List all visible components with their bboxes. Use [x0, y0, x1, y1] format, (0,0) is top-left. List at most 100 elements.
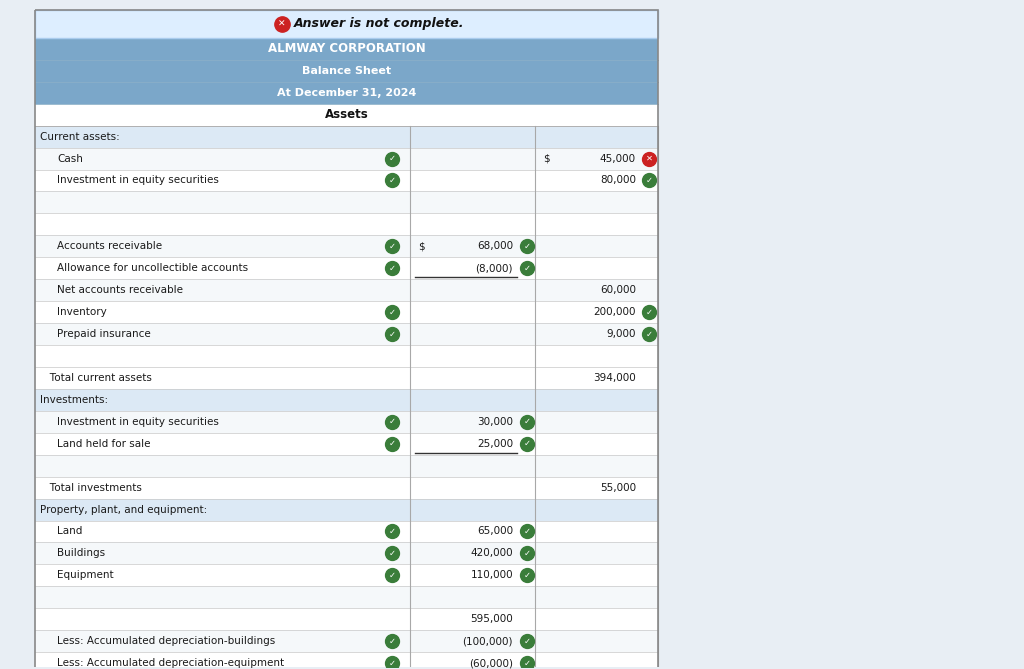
Text: ✓: ✓ [388, 549, 395, 558]
Text: ALMWAY CORPORATION: ALMWAY CORPORATION [267, 42, 425, 56]
Text: ✓: ✓ [523, 417, 530, 426]
Text: Inventory: Inventory [57, 307, 106, 317]
Text: 394,000: 394,000 [593, 373, 636, 383]
Text: 110,000: 110,000 [470, 571, 513, 580]
Bar [35, 301, 658, 323]
Text: ✓: ✓ [388, 658, 395, 668]
Text: ✓: ✓ [645, 308, 652, 316]
Text: Investments:: Investments: [40, 395, 109, 405]
Text: Assets: Assets [325, 108, 369, 121]
Text: ✓: ✓ [523, 242, 530, 251]
Text: 30,000: 30,000 [477, 417, 513, 427]
Text: Balance Sheet: Balance Sheet [302, 66, 391, 76]
Text: 68,000: 68,000 [477, 242, 513, 252]
Bar [35, 10, 658, 669]
Text: 80,000: 80,000 [600, 175, 636, 185]
Text: Allowance for uncollectible accounts: Allowance for uncollectible accounts [57, 263, 248, 273]
Text: $: $ [543, 154, 550, 163]
Text: Less: Accumulated depreciation-equipment: Less: Accumulated depreciation-equipment [57, 658, 284, 668]
Text: ✓: ✓ [388, 264, 395, 273]
Text: Prepaid insurance: Prepaid insurance [57, 329, 151, 339]
Text: ✓: ✓ [523, 549, 530, 558]
Text: ✓: ✓ [523, 264, 530, 273]
Text: ✓: ✓ [523, 440, 530, 448]
Text: ✓: ✓ [645, 176, 652, 185]
Bar [35, 38, 658, 60]
Text: ✓: ✓ [523, 571, 530, 580]
Text: Land: Land [57, 527, 82, 537]
Text: ✓: ✓ [523, 637, 530, 646]
Bar [35, 169, 658, 191]
Bar [35, 520, 658, 543]
Text: Buildings: Buildings [57, 549, 105, 559]
Bar [35, 411, 658, 433]
Bar [35, 652, 658, 669]
Bar [35, 433, 658, 455]
Text: ✓: ✓ [388, 176, 395, 185]
Text: Net accounts receivable: Net accounts receivable [57, 285, 183, 295]
Text: (60,000): (60,000) [469, 658, 513, 668]
Bar [35, 104, 658, 126]
Text: 25,000: 25,000 [477, 439, 513, 449]
Text: Property, plant, and equipment:: Property, plant, and equipment: [40, 504, 207, 514]
Text: At December 31, 2024: At December 31, 2024 [276, 88, 416, 98]
Text: (8,000): (8,000) [475, 263, 513, 273]
Bar [35, 258, 658, 279]
Text: $: $ [418, 242, 425, 252]
Bar [35, 565, 658, 586]
Text: ✓: ✓ [388, 571, 395, 580]
Bar [35, 60, 658, 82]
Bar [35, 235, 658, 258]
Text: Cash: Cash [57, 154, 83, 163]
Text: Current assets:: Current assets: [40, 132, 120, 142]
Text: ✕: ✕ [278, 19, 286, 28]
Text: Land held for sale: Land held for sale [57, 439, 151, 449]
Text: ✓: ✓ [523, 527, 530, 536]
Text: (100,000): (100,000) [463, 636, 513, 646]
Text: 60,000: 60,000 [600, 285, 636, 295]
Text: ✓: ✓ [388, 330, 395, 339]
Text: 55,000: 55,000 [600, 482, 636, 492]
Bar [35, 586, 658, 608]
Text: 45,000: 45,000 [600, 154, 636, 163]
Bar [35, 476, 658, 498]
Bar [35, 630, 658, 652]
Bar [35, 498, 658, 520]
Bar [35, 126, 658, 148]
Text: ✓: ✓ [388, 308, 395, 316]
Text: ✓: ✓ [388, 440, 395, 448]
Text: 200,000: 200,000 [594, 307, 636, 317]
Bar [35, 191, 658, 213]
Text: ✓: ✓ [388, 527, 395, 536]
Text: Investment in equity securities: Investment in equity securities [57, 417, 219, 427]
Bar [35, 367, 658, 389]
Bar [35, 82, 658, 104]
Text: 595,000: 595,000 [470, 614, 513, 624]
Text: Investment in equity securities: Investment in equity securities [57, 175, 219, 185]
Bar [35, 543, 658, 565]
Text: ✓: ✓ [523, 658, 530, 668]
Bar [35, 455, 658, 476]
Text: 9,000: 9,000 [606, 329, 636, 339]
Text: ✕: ✕ [645, 154, 652, 163]
Text: 420,000: 420,000 [470, 549, 513, 559]
Text: 65,000: 65,000 [477, 527, 513, 537]
Text: ✓: ✓ [388, 637, 395, 646]
Bar [35, 389, 658, 411]
Text: ✓: ✓ [388, 417, 395, 426]
Bar [35, 345, 658, 367]
Bar [35, 10, 658, 38]
Bar [35, 148, 658, 169]
Bar [35, 608, 658, 630]
Text: Equipment: Equipment [57, 571, 114, 580]
Text: Answer is not complete.: Answer is not complete. [294, 17, 464, 30]
Text: Total current assets: Total current assets [40, 373, 152, 383]
Text: Less: Accumulated depreciation-buildings: Less: Accumulated depreciation-buildings [57, 636, 275, 646]
Bar [35, 213, 658, 235]
Text: Total investments: Total investments [40, 482, 142, 492]
Text: ✓: ✓ [645, 330, 652, 339]
Bar [35, 323, 658, 345]
Text: ✓: ✓ [388, 242, 395, 251]
Text: Accounts receivable: Accounts receivable [57, 242, 162, 252]
Text: ✓: ✓ [388, 154, 395, 163]
